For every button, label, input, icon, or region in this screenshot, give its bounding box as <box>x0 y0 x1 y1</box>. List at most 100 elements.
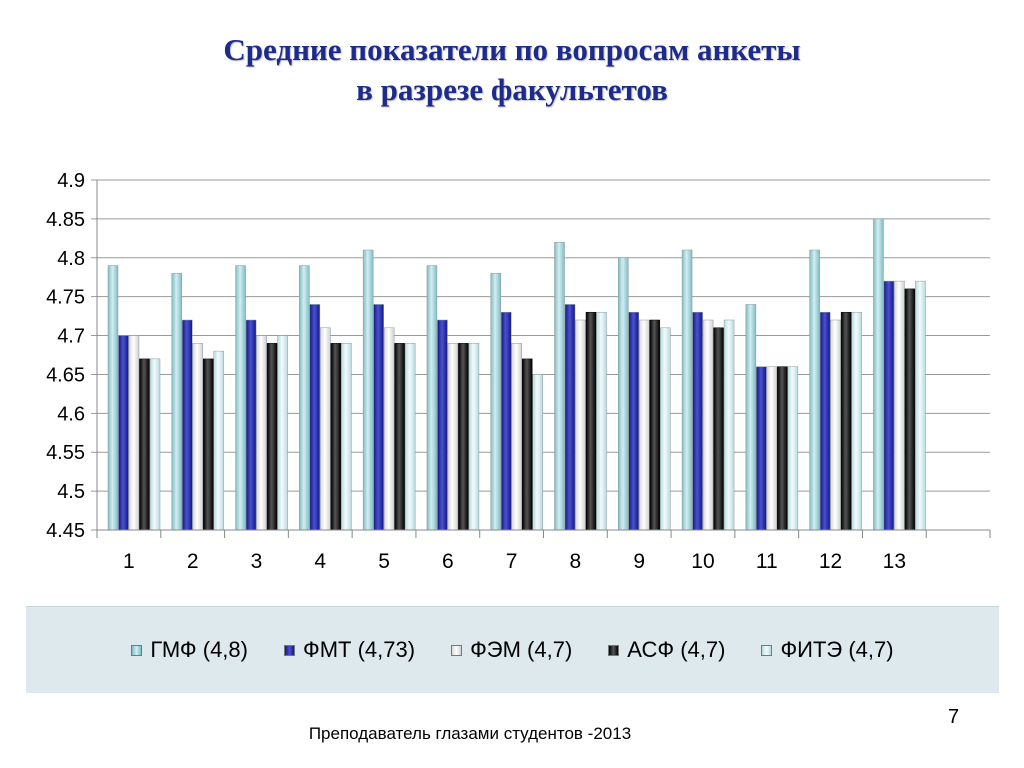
x-tick-label: 1 <box>123 550 135 573</box>
bar-2-11 <box>756 366 767 531</box>
y-tick-label: 4.65 <box>46 364 85 386</box>
slide-title: Средние показатели по вопросам анкеты в … <box>0 30 1024 110</box>
x-tick-label: 9 <box>633 550 645 573</box>
bar-5-2 <box>213 350 225 531</box>
bar-5-12 <box>851 311 862 531</box>
bar-1-3 <box>235 265 246 531</box>
x-tick-label: 12 <box>819 550 842 573</box>
x-tick-label: 7 <box>506 550 518 573</box>
bar-5-7 <box>532 374 543 531</box>
bar-2-10 <box>692 311 703 531</box>
bar-3-6 <box>447 343 459 531</box>
bar-4-3 <box>266 343 278 531</box>
x-tick-label: 13 <box>883 550 906 573</box>
bar-5-10 <box>723 319 735 531</box>
legend-swatch <box>761 644 773 656</box>
legend-label: ФЭМ (4,7) <box>470 637 573 662</box>
bar-5-6 <box>468 343 480 531</box>
bar-4-7 <box>521 358 533 531</box>
x-tick-label: 2 <box>187 550 199 573</box>
bar-4-2 <box>203 358 214 531</box>
bar-3-12 <box>830 319 841 531</box>
x-tick-label: 6 <box>442 550 454 573</box>
legend-label: АСФ (4,7) <box>627 637 726 662</box>
bar-5-8 <box>596 311 607 531</box>
bar-5-13 <box>915 280 926 531</box>
bar-4-5 <box>394 343 405 531</box>
y-tick-label: 4.9 <box>57 170 85 192</box>
bar-3-4 <box>320 327 331 531</box>
x-tick-label: 3 <box>251 550 263 573</box>
legend-label: ФМТ (4,73) <box>302 637 416 662</box>
legend-label: ФИТЭ (4,7) <box>780 637 894 662</box>
footer-text: Преподаватель глазами студентов -2013 <box>308 724 632 743</box>
bar-2-3 <box>245 319 257 531</box>
bar-3-1 <box>128 335 140 531</box>
bar-1-9 <box>618 257 629 531</box>
bar-2-6 <box>437 319 448 531</box>
bar-1-11 <box>745 304 757 531</box>
bar-4-6 <box>458 343 469 531</box>
bar-5-4 <box>341 343 352 531</box>
y-tick-label: 4.55 <box>46 442 85 464</box>
x-tick-label: 4 <box>314 550 326 573</box>
bar-3-10 <box>702 319 714 531</box>
bar-1-13 <box>873 218 884 531</box>
x-tick-label: 5 <box>378 550 390 573</box>
legend-swatch <box>131 644 143 656</box>
bar-2-5 <box>373 304 384 531</box>
x-tick-label: 8 <box>570 550 582 573</box>
bar-5-3 <box>277 335 288 531</box>
bar-4-9 <box>649 319 661 531</box>
x-tick-label: 11 <box>756 550 778 573</box>
legend-swatch <box>283 644 295 656</box>
bar-2-7 <box>500 311 512 531</box>
bar-3-13 <box>894 280 905 531</box>
bar-4-13 <box>904 288 916 531</box>
bar-1-7 <box>490 273 501 531</box>
title-line-1: Средние показатели по вопросам анкеты <box>223 32 801 67</box>
y-tick-label: 4.5 <box>57 481 85 503</box>
bar-4-4 <box>330 343 342 531</box>
bar-3-8 <box>575 319 586 531</box>
bar-1-6 <box>426 265 438 531</box>
bar-5-11 <box>787 366 799 531</box>
bar-1-12 <box>809 249 820 531</box>
bar-1-10 <box>681 249 693 531</box>
bar-5-1 <box>149 358 161 531</box>
bar-3-2 <box>192 343 204 531</box>
bar-2-9 <box>628 311 640 531</box>
bar-2-13 <box>883 280 895 531</box>
y-tick-label: 4.75 <box>46 287 85 309</box>
bar-4-12 <box>840 311 852 531</box>
bar-1-5 <box>362 249 374 531</box>
y-tick-label: 4.8 <box>57 248 85 270</box>
legend-swatch <box>608 644 620 656</box>
legend: ГМФ (4,8) ФМТ (4,73) ФЭМ (4,7) АСФ (4,7) ФИТ… <box>26 606 999 693</box>
bar-4-10 <box>713 327 724 531</box>
bar-1-8 <box>554 241 565 531</box>
legend-item-2: ФМТ (4,73) <box>283 637 416 663</box>
bar-1-4 <box>299 265 310 531</box>
bar-2-4 <box>309 304 321 531</box>
bar-4-1 <box>139 358 150 531</box>
bar-2-8 <box>564 304 576 531</box>
x-tick-label: 10 <box>691 550 714 573</box>
bar-3-3 <box>256 335 267 531</box>
legend-swatch <box>451 644 463 656</box>
bar-2-12 <box>819 311 831 531</box>
y-tick-label: 4.45 <box>46 520 85 542</box>
bars-layer <box>107 218 926 531</box>
axis-layer: 4.454.54.554.64.654.74.754.84.854.91 2 3 4 5… <box>46 170 991 573</box>
legend-item-5: ФИТЭ (4,7) <box>761 637 894 663</box>
bar-3-9 <box>639 319 650 531</box>
bar-1-1 <box>107 265 119 531</box>
legend-label: ГМФ (4,8) <box>150 637 248 662</box>
bar-2-1 <box>118 335 129 531</box>
bar-3-5 <box>383 327 395 531</box>
legend-item-3: ФЭМ (4,7) <box>451 637 572 663</box>
bar-3-7 <box>511 343 522 531</box>
bar-1-2 <box>171 273 183 531</box>
bar-2-2 <box>182 319 193 531</box>
y-tick-label: 4.85 <box>46 209 85 231</box>
